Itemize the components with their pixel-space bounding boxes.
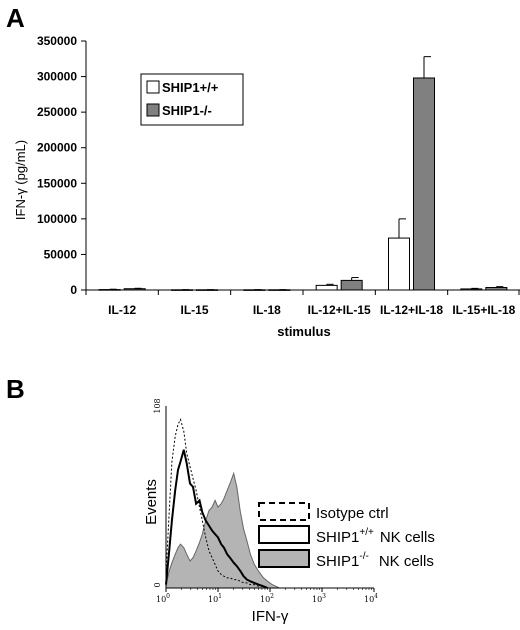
category-label: IL-12+IL-18 (380, 303, 443, 317)
y-tick-label: 300000 (37, 70, 77, 84)
bar (413, 77, 435, 291)
bar (123, 288, 146, 291)
bar (460, 288, 483, 291)
histogram-isotype-line (165, 418, 273, 589)
legend-label-ship1-wt: SHIP1+/+ (162, 80, 219, 95)
tick-exponent: 3 (322, 593, 326, 600)
tick-base: 10 (260, 595, 270, 604)
panel-b-label: B (6, 374, 25, 404)
bar (388, 237, 410, 291)
tick-exponent: 2 (270, 593, 274, 600)
tick-exponent: 0 (166, 593, 170, 600)
histogram-ship1-wt-line (165, 449, 268, 589)
bar-chart-legend: SHIP1+/+ SHIP1-/- (140, 73, 244, 126)
legend-swatch-ship1-ko (146, 103, 160, 117)
category-label: IL-12 (108, 303, 136, 317)
tick-base: 10 (208, 595, 218, 604)
tick-base: 10 (312, 595, 322, 604)
legend-label-ship1-ko: SHIP1-/- (162, 103, 212, 118)
bar-chart: 0 50000 100000 150000 200000 250000 300000 3500… (13, 34, 520, 339)
category-label: IL-15 (180, 303, 208, 317)
bar-chart-bars (98, 56, 508, 291)
tick-base: 10 (156, 595, 166, 604)
y-tick-label: 50000 (44, 247, 78, 261)
bar-chart-y-ticks: 0 50000 100000 150000 200000 250000 300000 3500… (37, 34, 86, 297)
legend-label-ship1-wt-nk: SHIP1+/+ NK cells (316, 527, 435, 546)
histogram-legend: Isotype ctrl SHIP1+/+ NK cells SHIP1-/- NK… (258, 502, 435, 570)
y-tick-label: 200000 (37, 141, 77, 155)
y-tick-label: 350000 (37, 34, 77, 48)
legend-ship1-wt-base: SHIP1 (316, 529, 359, 546)
histogram-curves (165, 418, 280, 589)
flow-histogram: 108 0 100 101 102 103 104 Events IFN-γ Isoty… (143, 398, 435, 625)
bar (243, 289, 266, 291)
legend-ship1-ko-sup: -/- (359, 551, 368, 562)
histogram-x-tick-label: 104 (364, 593, 378, 604)
legend-label-ship1-ko-nk: SHIP1-/- NK cells (316, 551, 434, 570)
y-tick-label: 0 (70, 283, 77, 297)
bar (315, 284, 338, 291)
histogram-x-tick-label: 100 (156, 593, 170, 604)
legend-ship1-wt-suffix: NK cells (380, 529, 435, 546)
y-tick-label: 250000 (37, 105, 77, 119)
y-axis-label: IFN-γ (pg/mL) (13, 140, 28, 220)
x-axis-label: stimulus (277, 324, 330, 339)
histogram-x-ticks: 100 101 102 103 104 (156, 588, 378, 604)
bar (485, 287, 508, 291)
bar-chart-categories: IL-12 IL-15 IL-18 IL-12+IL-15 IL-12+IL-18 IL-… (85, 290, 520, 317)
legend-ship1-ko-suffix: NK cells (379, 553, 434, 570)
legend-swatch-isotype (258, 502, 310, 521)
legend-swatch-ship1-wt (146, 80, 160, 94)
tick-exponent: 4 (374, 593, 378, 600)
tick-base: 10 (364, 595, 374, 604)
panel-a-label: A (6, 3, 25, 33)
legend-ship1-ko-base: SHIP1 (316, 553, 359, 570)
histogram-x-tick-label: 103 (312, 593, 326, 604)
legend-label-isotype: Isotype ctrl (316, 505, 389, 522)
tick-exponent: 1 (218, 593, 222, 600)
histogram-x-tick-label: 102 (260, 593, 274, 604)
legend-swatch-ship1-wt-nk (258, 525, 310, 544)
histogram-x-tick-label: 101 (208, 593, 222, 604)
y-tick-label: 150000 (37, 176, 77, 190)
category-label: IL-12+IL-15 (308, 303, 371, 317)
bar (340, 279, 363, 291)
category-label: IL-18 (253, 303, 281, 317)
category-label: IL-15+IL-18 (452, 303, 515, 317)
histogram-y-label: Events (143, 479, 160, 525)
y-tick-label: 100000 (37, 212, 77, 226)
histogram-y-max: 108 (153, 398, 162, 413)
histogram-y-min: 0 (153, 582, 162, 587)
histogram-ship1-ko-fill (165, 471, 280, 589)
legend-ship1-wt-sup: +/+ (359, 527, 374, 538)
legend-swatch-ship1-ko-nk (258, 549, 310, 568)
histogram-x-label: IFN-γ (252, 608, 289, 625)
